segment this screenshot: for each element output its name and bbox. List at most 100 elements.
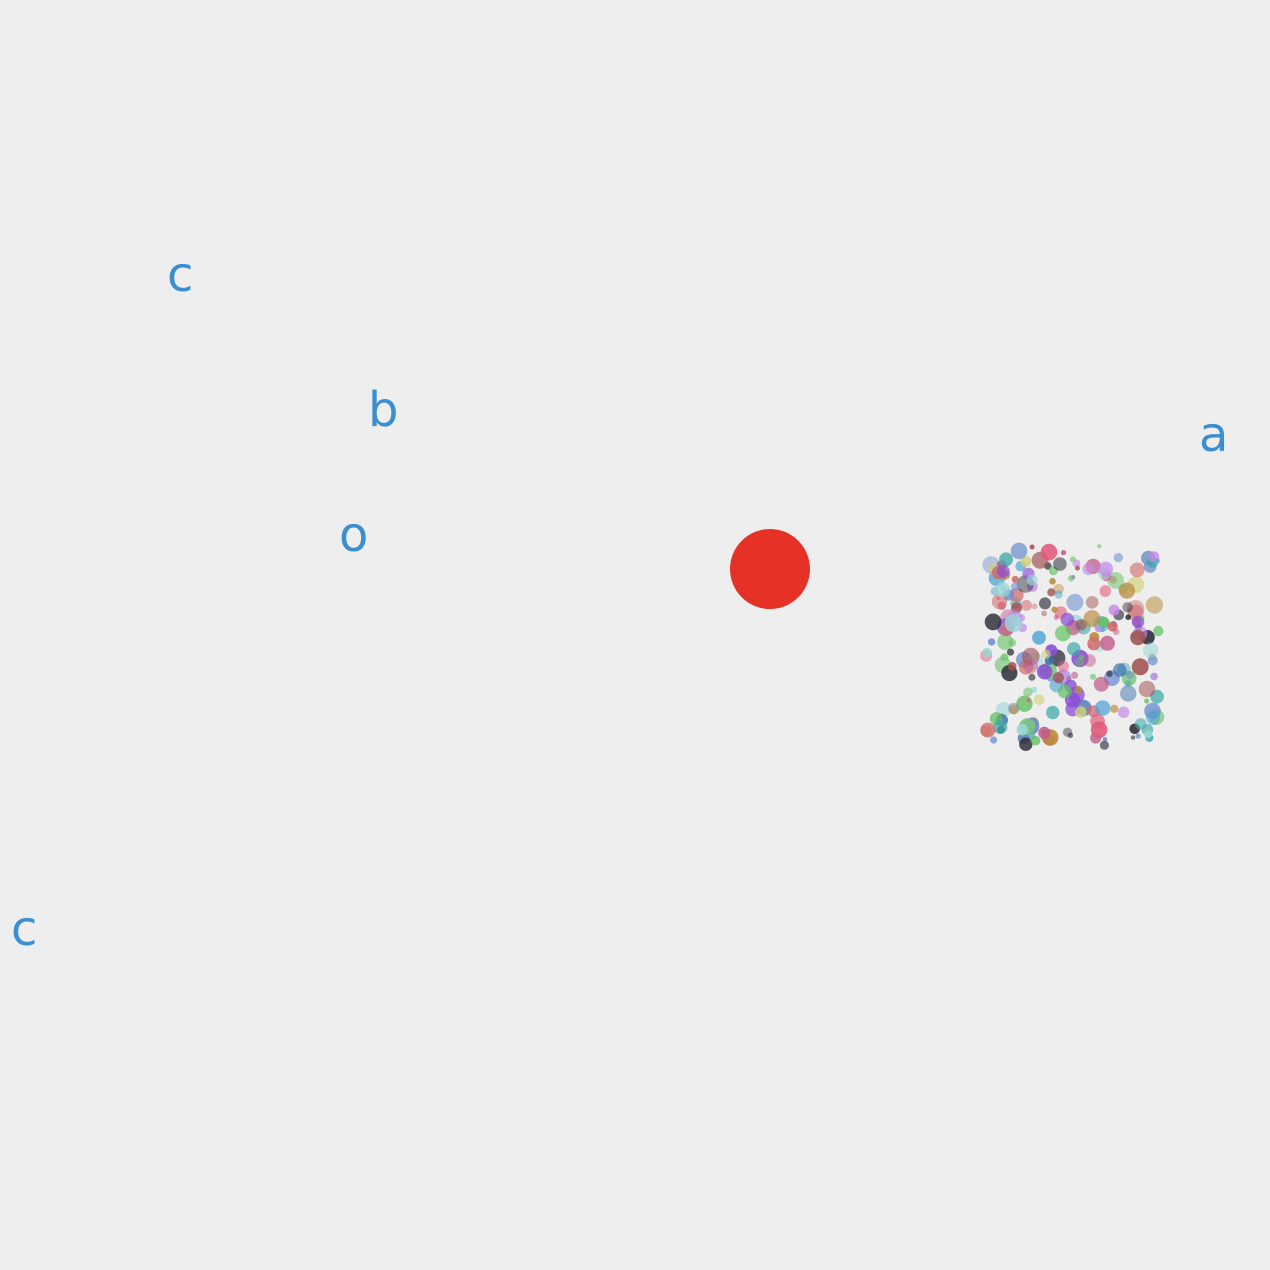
particle xyxy=(1071,649,1089,668)
particle xyxy=(1022,647,1040,666)
particle xyxy=(1060,549,1067,556)
particle xyxy=(1089,673,1097,680)
particle xyxy=(994,582,1011,598)
particle xyxy=(1019,718,1036,735)
particle xyxy=(1010,542,1028,560)
particle xyxy=(993,720,1008,735)
particle xyxy=(1125,614,1131,620)
particle xyxy=(1057,660,1069,672)
particle xyxy=(1124,680,1132,688)
particle xyxy=(1054,606,1068,619)
particle xyxy=(1130,735,1136,740)
player-ball[interactable] xyxy=(730,529,810,609)
particle xyxy=(1144,698,1150,704)
particle xyxy=(1029,544,1035,550)
letter-c-top[interactable]: c xyxy=(167,247,194,303)
particle xyxy=(1144,702,1161,720)
particle xyxy=(1071,671,1079,679)
particle xyxy=(1033,694,1045,706)
particle xyxy=(995,714,1009,727)
particle xyxy=(997,601,1006,610)
particle xyxy=(995,702,1012,718)
particle xyxy=(1010,597,1022,609)
particle xyxy=(984,613,1002,631)
particle xyxy=(1109,575,1117,584)
particle xyxy=(1031,603,1038,610)
particle xyxy=(1153,625,1164,637)
particle xyxy=(1065,620,1081,636)
particle xyxy=(1044,655,1054,666)
particle xyxy=(999,552,1014,567)
particle xyxy=(1101,571,1112,582)
particle xyxy=(1041,729,1059,746)
particle xyxy=(1099,635,1115,651)
letter-c-bottom[interactable]: c xyxy=(11,901,38,957)
particle xyxy=(1099,585,1112,597)
particle xyxy=(1011,575,1019,583)
particle xyxy=(1135,733,1141,739)
particle xyxy=(1072,559,1081,568)
particle xyxy=(1110,704,1119,713)
particle xyxy=(1141,723,1154,736)
particle xyxy=(1085,558,1101,575)
particle xyxy=(1065,701,1080,717)
particle xyxy=(1048,649,1066,667)
particle xyxy=(1007,661,1017,671)
particle xyxy=(1041,649,1051,659)
particle xyxy=(1083,610,1101,628)
particle xyxy=(994,656,1012,674)
particle xyxy=(1145,733,1154,742)
particle xyxy=(1028,673,1036,681)
particle xyxy=(1098,616,1110,629)
particle xyxy=(1053,583,1064,595)
particle xyxy=(1087,637,1101,651)
particle xyxy=(1069,556,1076,563)
particle xyxy=(1120,685,1137,702)
particle xyxy=(1075,699,1092,717)
particle xyxy=(1009,588,1024,602)
letter-b[interactable]: b xyxy=(368,382,399,438)
particle xyxy=(1107,621,1118,632)
letter-a[interactable]: a xyxy=(1199,407,1229,463)
particle xyxy=(1150,689,1164,704)
particle xyxy=(996,618,1015,637)
particle xyxy=(1066,676,1072,681)
particle xyxy=(1135,624,1143,632)
particle xyxy=(1143,560,1157,573)
particle xyxy=(1067,642,1081,656)
particle xyxy=(1112,628,1120,636)
particle xyxy=(1127,576,1145,593)
particle xyxy=(1001,664,1018,682)
letter-o[interactable]: o xyxy=(339,507,369,563)
particle xyxy=(1148,709,1165,725)
particle xyxy=(1008,638,1017,647)
particle xyxy=(1108,604,1120,616)
particle xyxy=(1048,566,1059,576)
particle xyxy=(1016,695,1033,712)
particle xyxy=(1090,713,1105,729)
particle xyxy=(1147,655,1158,666)
particle xyxy=(1067,732,1074,738)
particle xyxy=(1000,653,1009,662)
particle xyxy=(1074,657,1085,668)
particle xyxy=(1049,578,1056,585)
particle xyxy=(991,593,1008,610)
particle xyxy=(1022,718,1040,735)
particle xyxy=(1046,705,1060,720)
particle xyxy=(1047,588,1056,597)
particle xyxy=(1037,664,1053,680)
particle xyxy=(1095,625,1102,633)
particle xyxy=(1038,726,1051,740)
particle xyxy=(1118,582,1135,599)
particle xyxy=(1026,717,1039,730)
particle xyxy=(1008,702,1020,714)
particle xyxy=(1026,717,1036,728)
particle xyxy=(1052,672,1064,684)
particle xyxy=(1023,658,1039,674)
particle xyxy=(1131,615,1145,629)
particle xyxy=(1141,550,1156,566)
particle xyxy=(1113,552,1124,563)
particle xyxy=(1057,684,1072,699)
particle xyxy=(1023,687,1033,697)
